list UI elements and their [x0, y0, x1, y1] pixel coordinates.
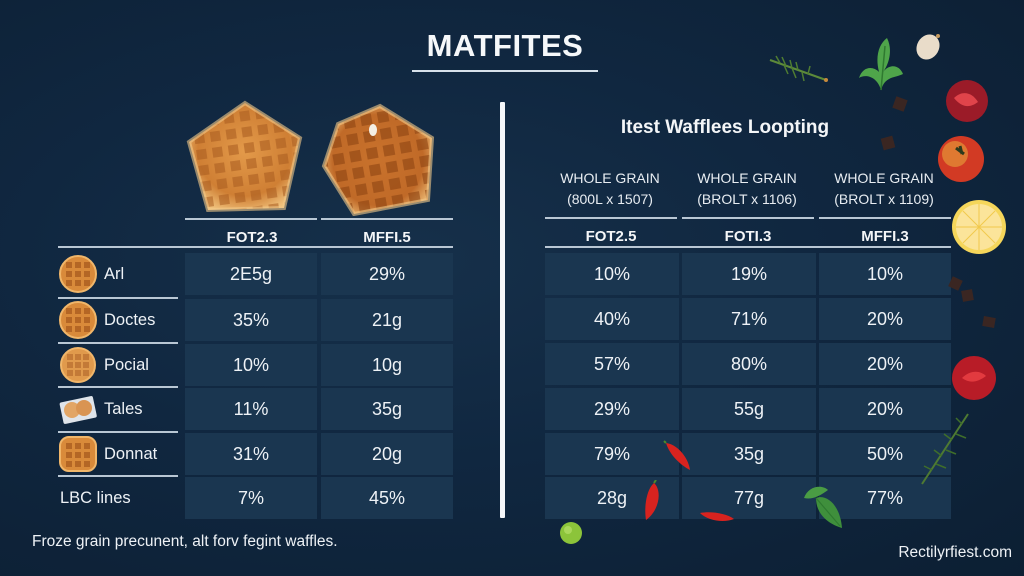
mint-leaf-icon: [804, 486, 842, 528]
waffle-round-icon: [60, 347, 96, 383]
chocolate-chunk-icon: [961, 289, 974, 302]
row-divider: [58, 342, 178, 344]
panel-divider: [500, 102, 505, 518]
row-label: Doctes: [58, 298, 178, 342]
table-cell: 35g: [321, 388, 453, 430]
row-label: Arl: [58, 252, 178, 296]
column-top-rule: [185, 218, 317, 220]
row-label-text: LBC lines: [60, 488, 131, 507]
waffle-round-icon: [59, 301, 97, 339]
table-cell: 20%: [819, 343, 951, 385]
table-cell: 21g: [321, 299, 453, 341]
row-label-text: Donnat: [104, 444, 158, 463]
table-cell: 77%: [819, 477, 951, 519]
table-cell: 40%: [545, 298, 679, 340]
waffle-image-left: [186, 100, 304, 214]
almond-icon: [916, 34, 940, 60]
column-top-rule: [682, 217, 814, 219]
title-underline: [412, 70, 598, 72]
row-label: Tales: [58, 387, 178, 431]
table-cell: 71%: [682, 298, 816, 340]
right-column-subheader: WHOLE GRAIN (BROLT x 1106): [679, 168, 815, 210]
row-label: LBC lines: [58, 476, 178, 520]
column-type: WHOLE GRAIN: [697, 170, 797, 186]
waffle-image-right: [320, 102, 438, 216]
column-spec: (800L x 1507): [567, 191, 653, 207]
chocolate-chunk-icon: [892, 96, 908, 112]
row-label-text: Doctes: [104, 310, 156, 329]
plum-slice-icon: [946, 80, 988, 122]
chocolate-chunk-icon: [982, 316, 996, 328]
column-top-rule: [819, 217, 951, 219]
table-cell: 19%: [682, 253, 816, 295]
table-cell: 45%: [321, 477, 453, 519]
table-cell: 7%: [185, 477, 317, 519]
waffle-round-icon: [59, 255, 97, 293]
basil-leaf-icon: [859, 38, 903, 91]
table-cell: 35%: [185, 299, 317, 341]
table-cell: 55g: [682, 388, 816, 430]
row-divider: [58, 297, 178, 299]
column-top-rule: [545, 217, 677, 219]
apple-icon: [938, 136, 984, 182]
table-cell: 77g: [682, 477, 816, 519]
table-cell: 20g: [321, 433, 453, 475]
header-bottom-rule: [58, 246, 453, 248]
cranberry-slice-icon: [952, 356, 996, 400]
rosemary-sprig-icon: [921, 413, 969, 485]
right-column-subheader: WHOLE GRAIN (800L x 1507): [542, 168, 678, 210]
row-label: Donnat: [58, 432, 178, 476]
column-spec: (BROLT x 1106): [697, 191, 797, 207]
column-top-rule: [321, 218, 453, 220]
row-divider: [58, 386, 178, 388]
table-cell: 20%: [819, 388, 951, 430]
chili-pepper-icon: [663, 440, 690, 470]
row-divider: [58, 475, 178, 477]
right-column-header: FOTI.3: [724, 228, 772, 245]
table-cell: 57%: [545, 343, 679, 385]
table-cell: 35g: [682, 433, 816, 475]
table-cell: 2E5g: [185, 253, 317, 295]
footnote: Froze grain precunent, alt forv fegint w…: [32, 533, 338, 550]
table-cell: 10%: [545, 253, 679, 295]
row-label-text: Pocial: [104, 355, 149, 374]
chili-pepper-icon: [700, 512, 734, 521]
table-cell: 10%: [185, 344, 317, 386]
page-title: MATFITES: [426, 28, 584, 63]
brand-website: Rectilyrfiest.com: [898, 544, 1012, 561]
left-column-header: FOT2.3: [226, 229, 278, 246]
column-spec: (BROLT x 1109): [834, 191, 934, 207]
green-pea-icon: [560, 522, 582, 544]
row-label-text: Arl: [104, 264, 125, 283]
table-cell: 10%: [819, 253, 951, 295]
right-panel-title: Itest Wafflees Loopting: [620, 117, 830, 138]
rosemary-sprig-icon: [769, 55, 828, 82]
right-column-header: FOT2.5: [585, 228, 637, 245]
chili-pepper-icon: [645, 480, 659, 520]
left-column-header: MFFI.5: [363, 229, 411, 246]
column-type: WHOLE GRAIN: [560, 170, 660, 186]
table-cell: 11%: [185, 388, 317, 430]
waffle-square-icon: [59, 436, 97, 472]
table-cell: 10g: [321, 344, 453, 386]
header-bottom-rule: [545, 246, 951, 248]
chocolate-chunk-icon: [880, 135, 896, 151]
table-cell: 31%: [185, 433, 317, 475]
table-cell: 29%: [545, 388, 679, 430]
table-cell: 79%: [545, 433, 679, 475]
lemon-slice-icon: [952, 200, 1006, 254]
right-column-subheader: WHOLE GRAIN (BROLT x 1109): [816, 168, 952, 210]
row-label-text: Tales: [104, 399, 143, 418]
row-label: Pocial: [58, 343, 178, 387]
waffle-pair-icon: [59, 396, 97, 424]
right-column-header: MFFI.3: [861, 228, 909, 245]
row-divider: [58, 431, 178, 433]
column-type: WHOLE GRAIN: [834, 170, 934, 186]
table-cell: 20%: [819, 298, 951, 340]
table-cell: 29%: [321, 253, 453, 295]
table-cell: 80%: [682, 343, 816, 385]
